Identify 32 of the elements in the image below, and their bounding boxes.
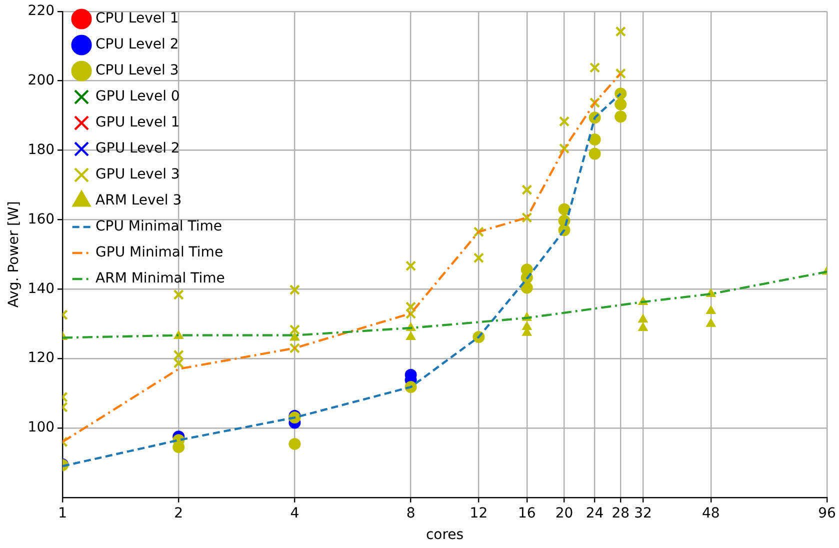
legend-label: ARM Level 3 (96, 192, 182, 209)
legend-label: CPU Level 1 (96, 10, 179, 27)
legend-label: GPU Level 0 (96, 88, 180, 105)
y-tick-label: 140 (28, 280, 55, 297)
y-axis-title: Avg. Power [W] (6, 201, 22, 308)
x-tick-label: 20 (555, 505, 574, 522)
x-tick-label: 28 (612, 505, 630, 522)
legend-label: CPU Level 3 (96, 62, 179, 79)
x-axis-title: cores (426, 527, 464, 544)
legend-label: GPU Minimal Time (96, 244, 224, 261)
y-tick-label: 200 (28, 72, 55, 88)
legend-label: CPU Level 2 (96, 36, 179, 53)
x-tick-label: 48 (702, 505, 720, 522)
x-tick-label: 32 (634, 505, 652, 522)
y-tick-label: 220 (28, 3, 55, 20)
x-tick-label: 96 (818, 505, 836, 522)
legend-label: GPU Level 3 (96, 166, 180, 183)
legend-label: GPU Level 2 (96, 140, 180, 157)
x-tick-label: 12 (470, 505, 488, 522)
legend-label: ARM Minimal Time (96, 270, 225, 287)
y-tick-label: 180 (28, 142, 55, 158)
legend-label: GPU Level 1 (96, 114, 180, 131)
legend-label: CPU Minimal Time (96, 218, 222, 235)
y-tick-label: 120 (28, 350, 55, 366)
x-tick-label: 2 (174, 505, 184, 522)
y-tick-label: 100 (28, 420, 55, 436)
x-tick-label: 24 (586, 505, 604, 522)
x-tick-label: 4 (290, 505, 300, 522)
x-tick-label: 1 (58, 505, 67, 522)
x-tick-label: 8 (406, 505, 416, 522)
x-tick-label: 16 (518, 505, 536, 522)
y-tick-label: 160 (28, 211, 55, 228)
